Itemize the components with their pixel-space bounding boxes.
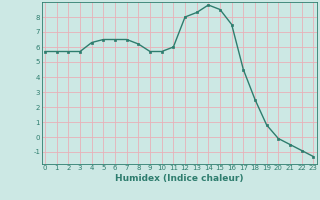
X-axis label: Humidex (Indice chaleur): Humidex (Indice chaleur) <box>115 174 244 183</box>
